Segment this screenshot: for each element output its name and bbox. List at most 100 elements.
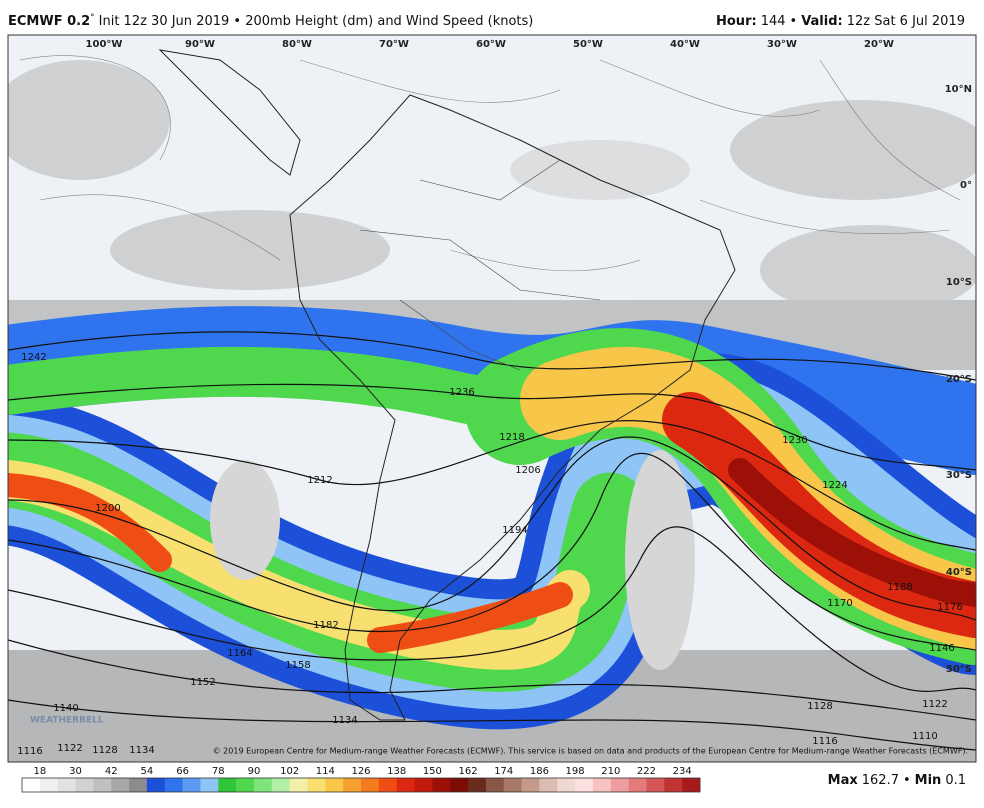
colorbar-swatch — [75, 778, 94, 792]
map-frame — [7, 34, 977, 763]
logo: WEATHERBELL — [30, 716, 104, 726]
stat-min-label: Min — [915, 773, 942, 788]
separator: • — [790, 14, 798, 29]
contour-label: 1242 — [21, 352, 46, 363]
stat-max-label: Max — [828, 773, 859, 788]
contour-label: 1122 — [922, 699, 947, 710]
contour-label: 1146 — [929, 643, 954, 654]
contour-label: 1206 — [515, 465, 540, 476]
contour-label: 1188 — [887, 582, 912, 593]
contour-label: 1230 — [782, 435, 807, 446]
valid-label: Valid: — [801, 14, 843, 29]
colorbar-swatch — [468, 778, 487, 792]
colorbar-swatch — [539, 778, 558, 792]
latitude-label: 0° — [960, 180, 972, 191]
contour-label: 1122 — [57, 743, 82, 754]
contour-label: 1236 — [449, 387, 474, 398]
contour-label: 1116 — [812, 736, 837, 747]
colorbar-swatch — [628, 778, 647, 792]
colorbar-swatch — [236, 778, 255, 792]
colorbar-swatch — [164, 778, 183, 792]
latitude-label: 30°S — [946, 470, 972, 481]
colorbar-swatch — [378, 778, 397, 792]
colorbar-label: 42 — [105, 766, 118, 777]
colorbar-swatch — [610, 778, 629, 792]
stat-max: 162.7 — [862, 773, 899, 788]
map: WEATHERBELL © 2019 European Centre for M… — [8, 35, 976, 762]
contour-label: 1134 — [332, 715, 357, 726]
run-description: Init 12z 30 Jun 2019 • 200mb Height (dm)… — [99, 14, 534, 29]
longitude-label: 80°W — [282, 39, 312, 50]
colorbar-swatch — [432, 778, 451, 792]
valid-value: 12z Sat 6 Jul 2019 — [847, 14, 965, 29]
contour-label: 1170 — [827, 598, 852, 609]
colorbar-swatch — [450, 778, 469, 792]
stat-min: 0.1 — [945, 773, 966, 788]
central-america-outline — [158, 49, 301, 176]
latitude-label: 10°S — [946, 277, 972, 288]
colorbar-swatch — [146, 778, 166, 792]
hour-value: 144 — [761, 14, 786, 29]
contour-label: 1164 — [227, 648, 252, 659]
longitude-label: 60°W — [476, 39, 506, 50]
colorbar-label: 162 — [459, 766, 478, 777]
colorbar-swatch — [343, 778, 362, 792]
contour-label: 1140 — [53, 703, 78, 714]
colorbar-label: 18 — [33, 766, 46, 777]
model-name: ECMWF 0.2 — [8, 14, 90, 29]
colorbar-swatch — [93, 778, 112, 792]
colorbar-swatch — [485, 778, 505, 792]
colorbar-swatch — [557, 778, 576, 792]
header-right: Hour: 144 • Valid: 12z Sat 6 Jul 2019 — [716, 14, 965, 29]
hour-label: Hour: — [716, 14, 757, 29]
colorbar-label: 54 — [141, 766, 154, 777]
colorbar-label: 90 — [248, 766, 261, 777]
longitude-label: 100°W — [86, 39, 123, 50]
contour-label: 1212 — [307, 475, 332, 486]
colorbar-label: 102 — [280, 766, 299, 777]
colorbar-label: 198 — [566, 766, 585, 777]
colorbar-label: 174 — [494, 766, 513, 777]
colorbar-swatch — [521, 778, 540, 792]
colorbar-swatch — [57, 778, 76, 792]
colorbar-swatch — [111, 778, 130, 792]
colorbar-swatch — [200, 778, 219, 792]
colorbar-label: 210 — [601, 766, 620, 777]
longitude-label: 20°W — [864, 39, 894, 50]
colorbar-label: 186 — [530, 766, 549, 777]
colorbar-label: 222 — [637, 766, 656, 777]
contour-label: 1218 — [499, 432, 524, 443]
colorbar-label: 138 — [387, 766, 406, 777]
longitude-label: 90°W — [185, 39, 215, 50]
colorbar-label: 66 — [176, 766, 189, 777]
contour-label: 1182 — [313, 620, 338, 631]
colorbar-swatch — [414, 778, 433, 792]
low-wind-shading — [8, 60, 976, 762]
colorbar-swatch — [646, 778, 665, 792]
streamlines — [19, 55, 961, 272]
copyright: © 2019 European Centre for Medium-range … — [213, 747, 968, 756]
contour-label: 1116 — [17, 746, 42, 757]
colorbar-swatch — [396, 778, 415, 792]
header-left: ECMWF 0.2° Init 12z 30 Jun 2019 • 200mb H… — [8, 13, 533, 29]
colorbar-swatch — [503, 778, 522, 792]
colorbar-label: 126 — [351, 766, 370, 777]
contour-label: 1176 — [937, 602, 962, 613]
contour-label: 1152 — [190, 677, 215, 688]
longitude-label: 30°W — [767, 39, 797, 50]
longitude-label: 40°W — [670, 39, 700, 50]
latitude-label: 10°N — [945, 84, 972, 95]
colorbar-label: 78 — [212, 766, 225, 777]
colorbar-swatch — [22, 778, 41, 792]
trough-shading — [210, 450, 695, 670]
colorbar-label: 150 — [423, 766, 442, 777]
colorbar-label: 30 — [69, 766, 82, 777]
contour-label: 1110 — [912, 731, 937, 742]
contour-label: 1194 — [502, 525, 527, 536]
colorbar-swatch — [271, 778, 290, 792]
borders — [359, 159, 601, 371]
contour-label: 1128 — [92, 745, 117, 756]
colorbar-swatch — [682, 778, 701, 792]
stat-separator: • — [903, 773, 911, 788]
colorbar-swatch — [182, 778, 201, 792]
